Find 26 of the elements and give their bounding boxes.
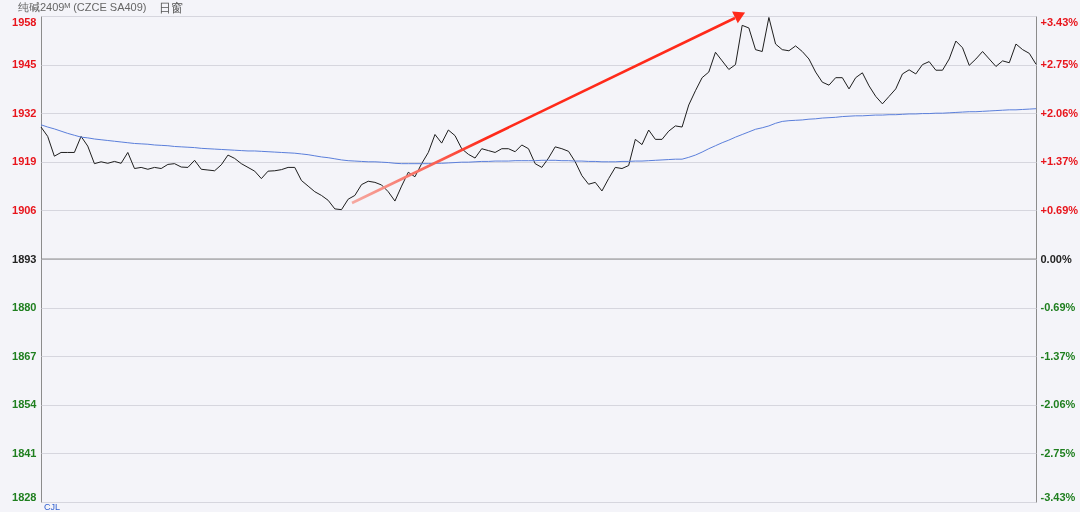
y2-tick-label: +2.06% (1040, 106, 1079, 119)
y2-tick-label: +2.75% (1040, 57, 1079, 70)
y-tick-label: 1867 (12, 349, 37, 362)
y2-tick-label: -0.69% (1040, 301, 1076, 314)
y-tick-label: 1906 (12, 203, 37, 216)
y2-tick-label: +0.69% (1040, 203, 1079, 216)
y2-tick-label: -1.37% (1040, 349, 1076, 362)
y-tick-label: 1880 (12, 301, 37, 314)
line-series (40, 108, 1037, 165)
y2-tick-label: +1.37% (1040, 155, 1079, 168)
annotation: CJL (44, 502, 61, 512)
y2-tick-label: +3.43% (1040, 15, 1079, 28)
y-tick-label: 1932 (12, 106, 37, 119)
y-tick-label: 1958 (12, 15, 37, 28)
y2-tick-label: -2.06% (1040, 398, 1076, 411)
text: 日窗 (159, 1, 183, 15)
y-tick-label: 1828 (12, 490, 37, 503)
y-tick-label: 1854 (12, 398, 38, 411)
chart-title: 纯碱2409ᴹ (CZCE SA409) (18, 1, 147, 13)
y-tick-label: 1893 (12, 252, 37, 265)
y2-tick-label: 0.00% (1040, 252, 1072, 265)
y2-tick-label: -2.75% (1040, 447, 1076, 460)
y-tick-label: 1919 (12, 155, 37, 168)
y2-tick-label: -3.43% (1040, 490, 1076, 503)
y-tick-label: 1945 (12, 58, 37, 71)
y-tick-label: 1841 (12, 446, 37, 459)
